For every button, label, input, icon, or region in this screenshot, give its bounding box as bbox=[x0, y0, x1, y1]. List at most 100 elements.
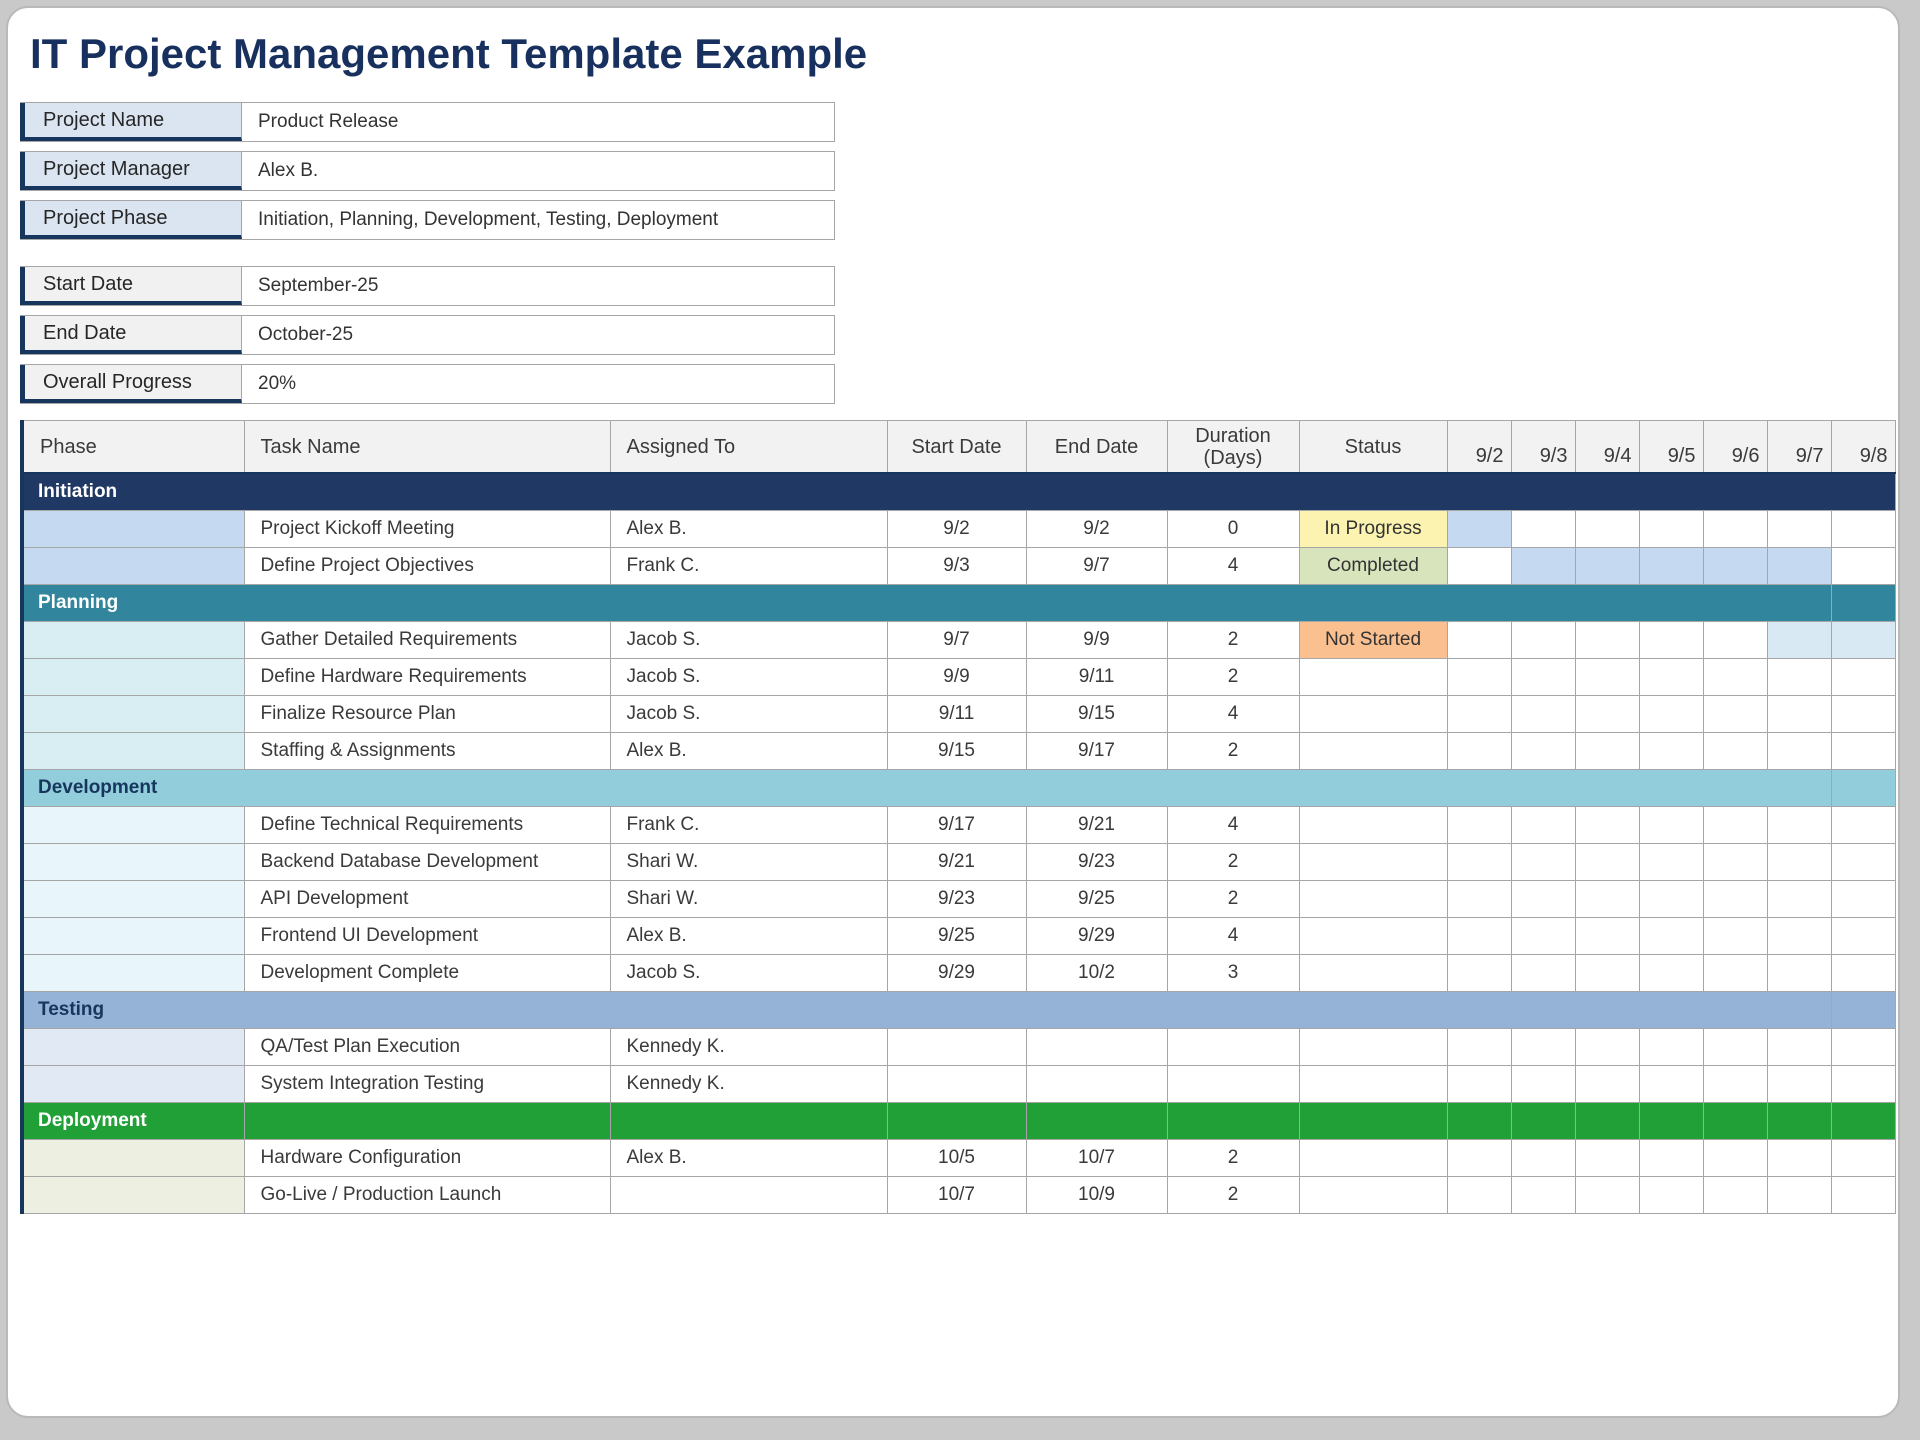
info-value[interactable]: Alex B. bbox=[242, 152, 834, 191]
status-cell[interactable] bbox=[1298, 954, 1448, 993]
duration-cell[interactable]: 2 bbox=[1166, 658, 1300, 697]
duration-cell[interactable]: 2 bbox=[1166, 880, 1300, 919]
phase-cell[interactable] bbox=[21, 1065, 245, 1104]
status-cell[interactable] bbox=[1298, 880, 1448, 919]
gantt-cell[interactable] bbox=[1510, 1176, 1576, 1215]
gantt-cell[interactable] bbox=[1638, 917, 1704, 956]
start-date-cell[interactable]: 10/7 bbox=[886, 1176, 1027, 1215]
gantt-cell[interactable] bbox=[1510, 917, 1576, 956]
gantt-cell[interactable] bbox=[1830, 954, 1896, 993]
start-date-cell[interactable]: 9/25 bbox=[886, 917, 1027, 956]
duration-cell[interactable]: 0 bbox=[1166, 510, 1300, 549]
gantt-cell[interactable] bbox=[1510, 547, 1576, 586]
duration-cell[interactable]: 2 bbox=[1166, 1139, 1300, 1178]
end-date-cell[interactable]: 9/29 bbox=[1025, 917, 1168, 956]
duration-cell[interactable]: 4 bbox=[1166, 547, 1300, 586]
gantt-cell[interactable] bbox=[1766, 917, 1832, 956]
status-cell[interactable] bbox=[1298, 1139, 1448, 1178]
info-value[interactable]: Product Release bbox=[242, 103, 834, 142]
gantt-cell[interactable] bbox=[1446, 695, 1512, 734]
assigned-to-cell[interactable]: Frank C. bbox=[609, 806, 888, 845]
end-date-cell[interactable]: 10/9 bbox=[1025, 1176, 1168, 1215]
start-date-cell[interactable]: 9/7 bbox=[886, 621, 1027, 660]
gantt-cell[interactable] bbox=[1830, 806, 1896, 845]
assigned-to-cell[interactable]: Alex B. bbox=[609, 732, 888, 771]
assigned-to-cell[interactable]: Kennedy K. bbox=[609, 1065, 888, 1104]
gantt-cell[interactable] bbox=[1574, 954, 1640, 993]
gantt-cell[interactable] bbox=[1574, 843, 1640, 882]
gantt-cell[interactable] bbox=[1446, 1065, 1512, 1104]
gantt-cell[interactable] bbox=[1702, 621, 1768, 660]
end-date-cell[interactable] bbox=[1025, 1065, 1168, 1104]
task-name-cell[interactable]: Define Technical Requirements bbox=[243, 806, 611, 845]
phase-cell[interactable] bbox=[21, 917, 245, 956]
start-date-cell[interactable] bbox=[886, 1028, 1027, 1067]
gantt-cell[interactable] bbox=[1446, 658, 1512, 697]
gantt-cell[interactable] bbox=[1702, 732, 1768, 771]
duration-cell[interactable]: 4 bbox=[1166, 695, 1300, 734]
end-date-cell[interactable]: 9/25 bbox=[1025, 880, 1168, 919]
start-date-cell[interactable]: 9/21 bbox=[886, 843, 1027, 882]
gantt-cell[interactable] bbox=[1702, 695, 1768, 734]
gantt-cell[interactable] bbox=[1446, 917, 1512, 956]
status-cell[interactable] bbox=[1298, 843, 1448, 882]
end-date-cell[interactable] bbox=[1025, 1028, 1168, 1067]
gantt-cell[interactable] bbox=[1510, 1065, 1576, 1104]
gantt-cell[interactable] bbox=[1638, 621, 1704, 660]
gantt-cell[interactable] bbox=[1574, 806, 1640, 845]
info-value[interactable]: September-25 bbox=[242, 267, 834, 306]
end-date-cell[interactable]: 9/23 bbox=[1025, 843, 1168, 882]
gantt-cell[interactable] bbox=[1638, 880, 1704, 919]
gantt-cell[interactable] bbox=[1446, 621, 1512, 660]
status-cell[interactable]: In Progress bbox=[1298, 510, 1448, 549]
end-date-cell[interactable]: 10/7 bbox=[1025, 1139, 1168, 1178]
gantt-cell[interactable] bbox=[1702, 1065, 1768, 1104]
duration-cell[interactable]: 2 bbox=[1166, 621, 1300, 660]
assigned-to-cell[interactable]: Alex B. bbox=[609, 1139, 888, 1178]
gantt-cell[interactable] bbox=[1638, 1028, 1704, 1067]
duration-cell[interactable] bbox=[1166, 1065, 1300, 1104]
gantt-cell[interactable] bbox=[1766, 806, 1832, 845]
duration-cell[interactable]: 4 bbox=[1166, 806, 1300, 845]
phase-cell[interactable] bbox=[21, 510, 245, 549]
gantt-cell[interactable] bbox=[1574, 1028, 1640, 1067]
gantt-cell[interactable] bbox=[1574, 1139, 1640, 1178]
assigned-to-cell[interactable]: Shari W. bbox=[609, 843, 888, 882]
gantt-cell[interactable] bbox=[1510, 621, 1576, 660]
gantt-cell[interactable] bbox=[1766, 1065, 1832, 1104]
task-name-cell[interactable]: Define Project Objectives bbox=[243, 547, 611, 586]
gantt-cell[interactable] bbox=[1638, 1139, 1704, 1178]
assigned-to-cell[interactable]: Frank C. bbox=[609, 547, 888, 586]
phase-cell[interactable] bbox=[21, 658, 245, 697]
gantt-cell[interactable] bbox=[1702, 1139, 1768, 1178]
duration-cell[interactable]: 3 bbox=[1166, 954, 1300, 993]
task-name-cell[interactable]: System Integration Testing bbox=[243, 1065, 611, 1104]
gantt-cell[interactable] bbox=[1638, 547, 1704, 586]
gantt-cell[interactable] bbox=[1574, 510, 1640, 549]
status-cell[interactable] bbox=[1298, 1176, 1448, 1215]
gantt-cell[interactable] bbox=[1510, 658, 1576, 697]
gantt-cell[interactable] bbox=[1766, 843, 1832, 882]
start-date-cell[interactable]: 9/11 bbox=[886, 695, 1027, 734]
gantt-cell[interactable] bbox=[1702, 1028, 1768, 1067]
start-date-cell[interactable]: 9/29 bbox=[886, 954, 1027, 993]
gantt-cell[interactable] bbox=[1702, 658, 1768, 697]
gantt-cell[interactable] bbox=[1638, 695, 1704, 734]
status-cell[interactable] bbox=[1298, 1028, 1448, 1067]
start-date-cell[interactable]: 9/3 bbox=[886, 547, 1027, 586]
phase-cell[interactable] bbox=[21, 1139, 245, 1178]
gantt-cell[interactable] bbox=[1766, 954, 1832, 993]
info-value[interactable]: Initiation, Planning, Development, Testi… bbox=[242, 201, 834, 240]
gantt-cell[interactable] bbox=[1830, 1176, 1896, 1215]
gantt-cell[interactable] bbox=[1446, 547, 1512, 586]
start-date-cell[interactable]: 9/9 bbox=[886, 658, 1027, 697]
end-date-cell[interactable]: 9/15 bbox=[1025, 695, 1168, 734]
gantt-cell[interactable] bbox=[1702, 954, 1768, 993]
end-date-cell[interactable]: 9/2 bbox=[1025, 510, 1168, 549]
phase-cell[interactable] bbox=[21, 547, 245, 586]
gantt-cell[interactable] bbox=[1446, 1139, 1512, 1178]
gantt-cell[interactable] bbox=[1830, 695, 1896, 734]
status-cell[interactable] bbox=[1298, 917, 1448, 956]
duration-cell[interactable]: 4 bbox=[1166, 917, 1300, 956]
assigned-to-cell[interactable]: Jacob S. bbox=[609, 621, 888, 660]
